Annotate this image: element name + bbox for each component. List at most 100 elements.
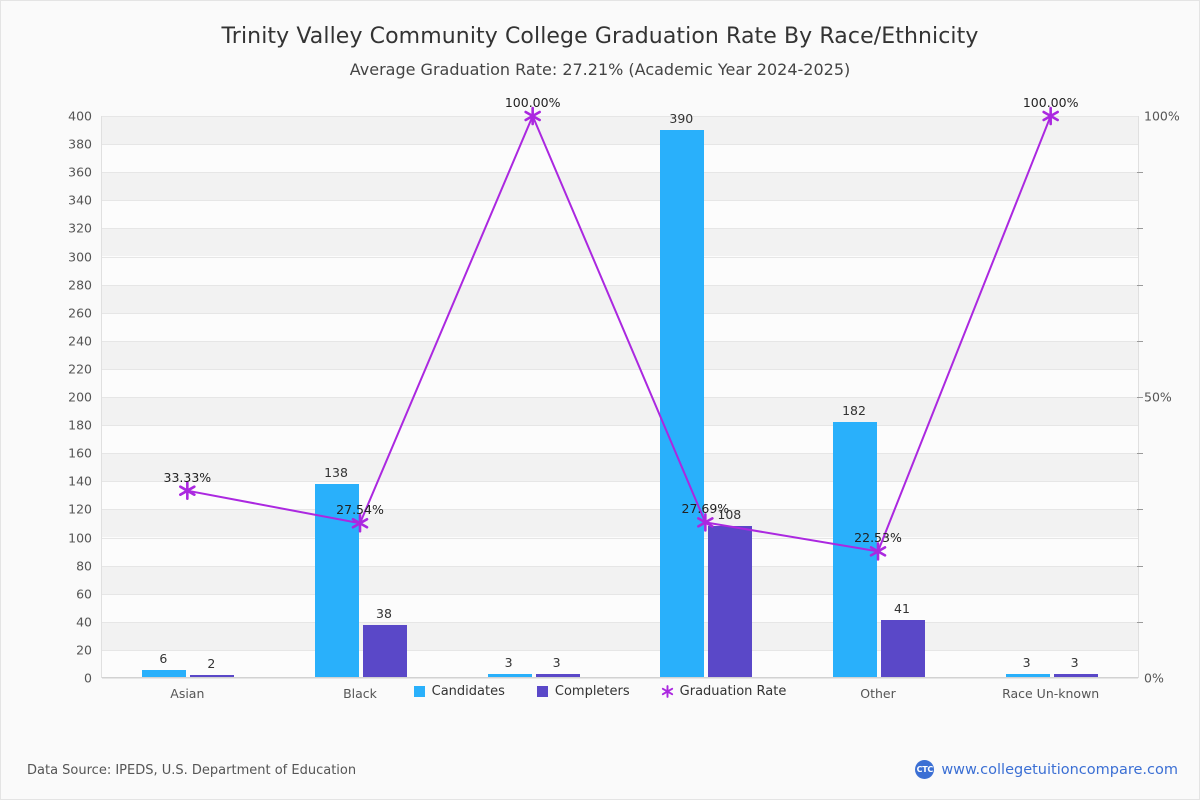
y-tick-label: 160	[68, 445, 92, 461]
y-tick-label: 380	[68, 136, 92, 152]
y2-tick-mark	[1137, 340, 1143, 342]
brand-footer[interactable]: CTC www.collegetuitioncompare.com	[915, 760, 1178, 779]
bar-value-label: 390	[669, 111, 694, 127]
chart-subtitle: Average Graduation Rate: 27.21% (Academi…	[349, 60, 851, 79]
brand-url[interactable]: www.collegetuitioncompare.com	[941, 761, 1178, 778]
chart-legend: Candidates Completers Graduation Rate	[0, 682, 1200, 701]
grid-band	[102, 565, 1138, 594]
bar-value-label: 41	[894, 601, 910, 617]
y-tick-label: 220	[68, 361, 92, 377]
x-axis-line	[102, 677, 1138, 678]
y-tick-label: 360	[68, 164, 92, 180]
candidates-swatch-icon	[413, 686, 425, 697]
legend-label-graduation-rate: Graduation Rate	[679, 684, 787, 699]
gridline	[102, 593, 1138, 595]
rate-value-label: 33.33%	[163, 469, 212, 485]
grid-band	[102, 509, 1138, 538]
ctc-logo-icon: CTC	[915, 760, 935, 779]
bar-completers[interactable]	[535, 673, 580, 678]
gridline	[102, 453, 1138, 455]
y-tick-label: 100	[68, 530, 92, 545]
rate-value-label: 27.69%	[681, 501, 730, 517]
grid-band	[102, 340, 1138, 369]
plot-area	[101, 116, 1139, 679]
gridline	[102, 284, 1138, 286]
y2-tick-label: 50%	[1144, 389, 1172, 405]
x-tick-label: Black	[343, 686, 377, 701]
y-tick-label: 140	[68, 473, 92, 489]
bar-completers[interactable]	[1053, 673, 1098, 678]
y-tick-label: 200	[68, 389, 92, 405]
gridline	[102, 368, 1138, 370]
rate-value-label: 100.00%	[1022, 95, 1079, 110]
grid-band	[102, 228, 1138, 257]
gridline	[102, 144, 1138, 146]
gridline	[102, 256, 1138, 258]
y2-tick-mark	[1137, 228, 1143, 230]
gridline	[102, 621, 1138, 623]
bar-completers[interactable]	[708, 526, 753, 678]
gridline	[102, 228, 1138, 230]
x-tick-label: Other	[860, 686, 896, 701]
gridline	[102, 509, 1138, 511]
y-tick-label: 340	[68, 192, 92, 208]
y2-tick-label: 0%	[1144, 670, 1164, 686]
rate-value-label: 22.53%	[854, 530, 902, 546]
grid-band	[102, 116, 1138, 145]
y2-tick-mark	[1137, 565, 1143, 567]
bar-completers[interactable]	[881, 620, 925, 678]
bar-value-label: 108	[717, 507, 742, 523]
legend-item-completers[interactable]: Completers	[533, 682, 633, 701]
bar-value-label: 38	[376, 605, 392, 621]
legend-item-candidates[interactable]: Candidates	[410, 682, 508, 701]
gridline	[102, 537, 1138, 539]
data-source-note: Data Source: IPEDS, U.S. Department of E…	[27, 763, 357, 778]
chart-title: Trinity Valley Community College Graduat…	[221, 24, 979, 49]
x-tick-label: Race Un-known	[1002, 686, 1100, 701]
grid-band	[102, 284, 1138, 313]
y-tick-label: 280	[68, 277, 92, 293]
bar-candidates[interactable]	[487, 673, 532, 678]
grid-band	[102, 453, 1138, 482]
bar-candidates[interactable]	[660, 130, 705, 678]
gridline	[102, 649, 1138, 651]
legend-item-graduation-rate[interactable]: Graduation Rate	[658, 682, 790, 701]
y2-tick-mark	[1137, 621, 1143, 623]
y-tick-label: 260	[68, 305, 92, 321]
y-tick-label: 20	[76, 642, 92, 658]
y-tick-label: 120	[68, 501, 92, 517]
bar-completers[interactable]	[190, 675, 235, 678]
y2-tick-mark	[1137, 453, 1143, 455]
gridline	[102, 481, 1138, 483]
rate-value-label: 27.54%	[336, 502, 384, 518]
y-tick-label: 320	[68, 220, 92, 236]
gridline	[102, 312, 1138, 314]
gridline	[102, 340, 1138, 342]
y-tick-label: 180	[68, 417, 92, 433]
y-tick-label: 300	[68, 249, 92, 264]
y-tick-label: 0	[84, 670, 92, 686]
bar-candidates[interactable]	[1005, 673, 1050, 678]
gridline	[102, 678, 1138, 679]
y2-tick-mark	[1137, 509, 1143, 511]
bar-value-label: 6	[159, 650, 168, 666]
grid-band	[102, 621, 1138, 650]
gridline	[102, 200, 1138, 202]
bar-candidates[interactable]	[833, 422, 877, 678]
gridline	[102, 565, 1138, 567]
y-tick-label: 40	[76, 614, 92, 630]
x-tick-label: Asian	[170, 686, 205, 701]
bar-completers[interactable]	[363, 624, 407, 678]
rate-value-label: 100.00%	[504, 95, 561, 110]
bar-candidates[interactable]	[142, 669, 187, 678]
y2-tick-label: 100%	[1144, 108, 1180, 124]
bar-value-label: 3	[1022, 654, 1031, 670]
legend-label-completers: Completers	[554, 684, 630, 699]
bar-value-label: 3	[504, 654, 513, 670]
y2-tick-mark	[1137, 397, 1143, 398]
y-tick-label: 400	[68, 108, 92, 124]
y-tick-label: 240	[68, 333, 92, 349]
y2-tick-mark	[1137, 172, 1143, 174]
y2-tick-mark	[1137, 284, 1143, 286]
gridline	[102, 425, 1138, 427]
